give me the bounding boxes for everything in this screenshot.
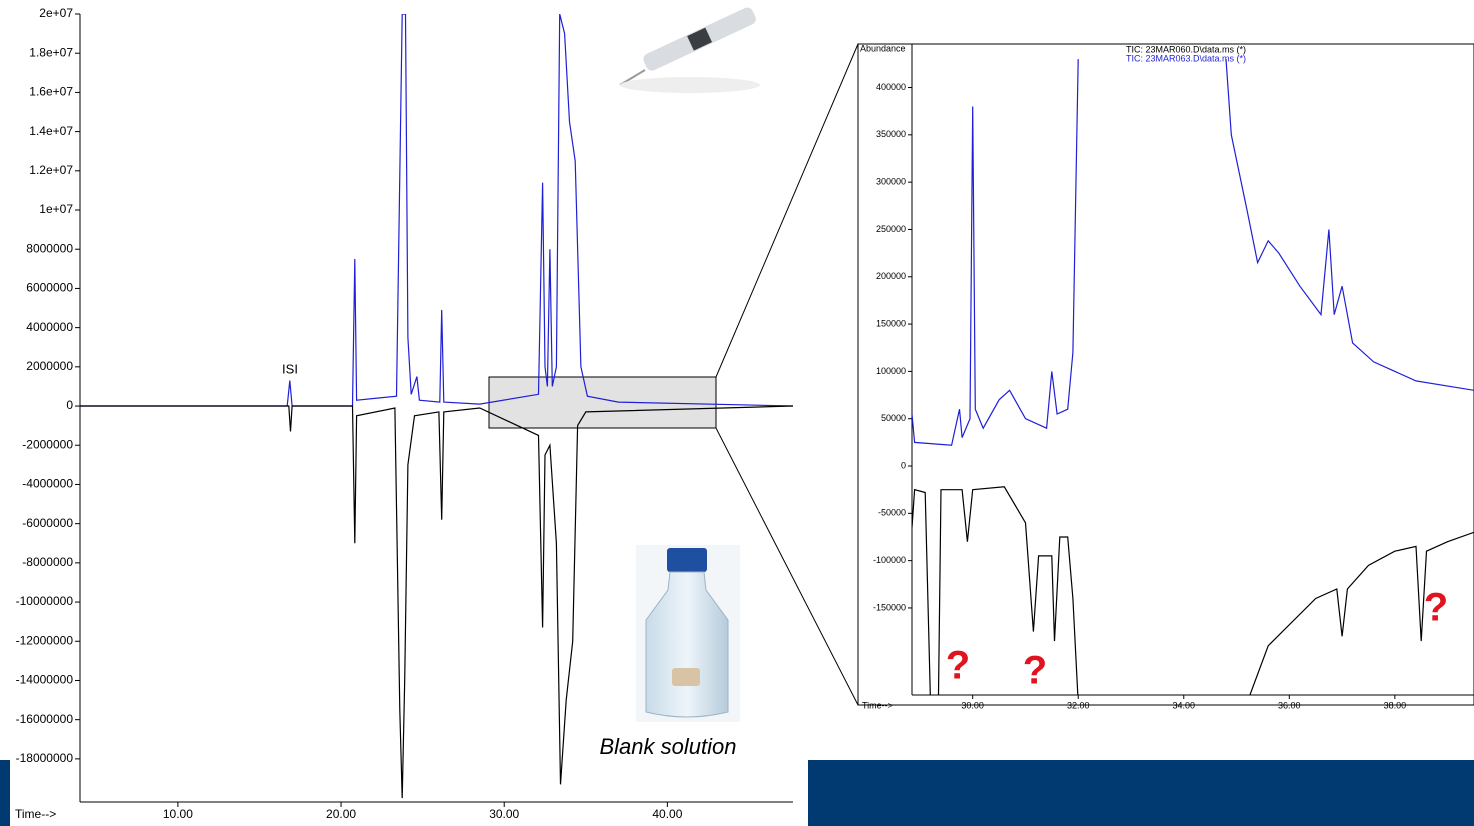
annotation: ? [1023, 649, 1047, 693]
y-tick-label: 300000 [876, 177, 906, 187]
y-tick-label: 1e+07 [39, 202, 73, 216]
y-tick-label: -50000 [878, 508, 906, 518]
series-line [80, 405, 793, 799]
y-tick-label: 2e+07 [39, 6, 73, 20]
y-tick-label: 0 [901, 460, 906, 470]
annotation: ISI [282, 361, 298, 376]
footer-band-left [0, 760, 10, 826]
x-tick-label: 34.00 [1172, 700, 1195, 710]
x-tick-label: 10.00 [163, 807, 193, 821]
x-tick-label: 30.00 [489, 807, 519, 821]
annotation: ? [1424, 586, 1448, 630]
y-tick-label: 4000000 [26, 320, 73, 334]
zoom-line [715, 43, 859, 378]
y-tick-label: 8000000 [26, 241, 73, 255]
y-tick-label: 0 [66, 398, 73, 412]
zoom-line [715, 427, 859, 706]
y-tick-label: 400000 [876, 82, 906, 92]
x-axis-label: Time--> [15, 807, 56, 821]
legend-entry: TIC: 23MAR063.D\data.ms (*) [1126, 53, 1246, 63]
series-line [912, 486, 1474, 695]
legend-entry: TIC: 23MAR060.D\data.ms (*) [1126, 44, 1246, 54]
y-tick-label: -16000000 [16, 712, 74, 726]
chart-frame [857, 43, 1474, 706]
y-tick-label: -2000000 [22, 437, 73, 451]
syringe-image [619, 7, 760, 93]
x-tick-label: 30.00 [961, 700, 984, 710]
y-tick-label: 50000 [881, 413, 906, 423]
y-tick-label: 1.8e+07 [29, 45, 73, 59]
y-tick-label: 1.6e+07 [29, 85, 73, 99]
x-tick-label: 38.00 [1384, 700, 1407, 710]
x-tick-label: 36.00 [1278, 700, 1301, 710]
y-tick-label: 200000 [876, 271, 906, 281]
y-tick-label: -18000000 [16, 751, 74, 765]
annotation: Blank solution [600, 734, 737, 759]
y-tick-label: -12000000 [16, 633, 74, 647]
y-tick-label: -14000000 [16, 673, 74, 687]
y-tick-label: 350000 [876, 129, 906, 139]
y-tick-label: -4000000 [22, 477, 73, 491]
bottle-image [636, 545, 740, 722]
x-axis-label: Time--> [862, 700, 893, 710]
y-tick-label: 1.2e+07 [29, 163, 73, 177]
y-tick-label: 150000 [876, 318, 906, 328]
y-tick-label: 6000000 [26, 281, 73, 295]
y-tick-label: -8000000 [22, 555, 73, 569]
series-line [80, 14, 793, 407]
y-tick-label: -100000 [873, 555, 906, 565]
x-tick-label: 20.00 [326, 807, 356, 821]
footer-band [808, 760, 1474, 826]
right-chart: 400000 350000 300000 250000 200000 150000 1000… [857, 43, 1474, 710]
y-tick-label: 100000 [876, 366, 906, 376]
x-tick-label: 40.00 [652, 807, 682, 821]
series-line [912, 59, 1474, 446]
y-tick-label: -150000 [873, 602, 906, 612]
y-tick-label: 250000 [876, 224, 906, 234]
y-tick-label: 1.4e+07 [29, 124, 73, 138]
zoom-box [488, 376, 717, 429]
y-tick-label: -6000000 [22, 516, 73, 530]
annotation: ? [946, 644, 970, 688]
left-chart: 2e+07 1.8e+07 1.6e+07 1.4e+07 1.2e+07 1e+07 80… [15, 6, 793, 821]
x-tick-label: 32.00 [1067, 700, 1090, 710]
y-tick-label: 2000000 [26, 359, 73, 373]
y-axis-label: Abundance [860, 43, 906, 53]
y-tick-label: -10000000 [16, 594, 74, 608]
